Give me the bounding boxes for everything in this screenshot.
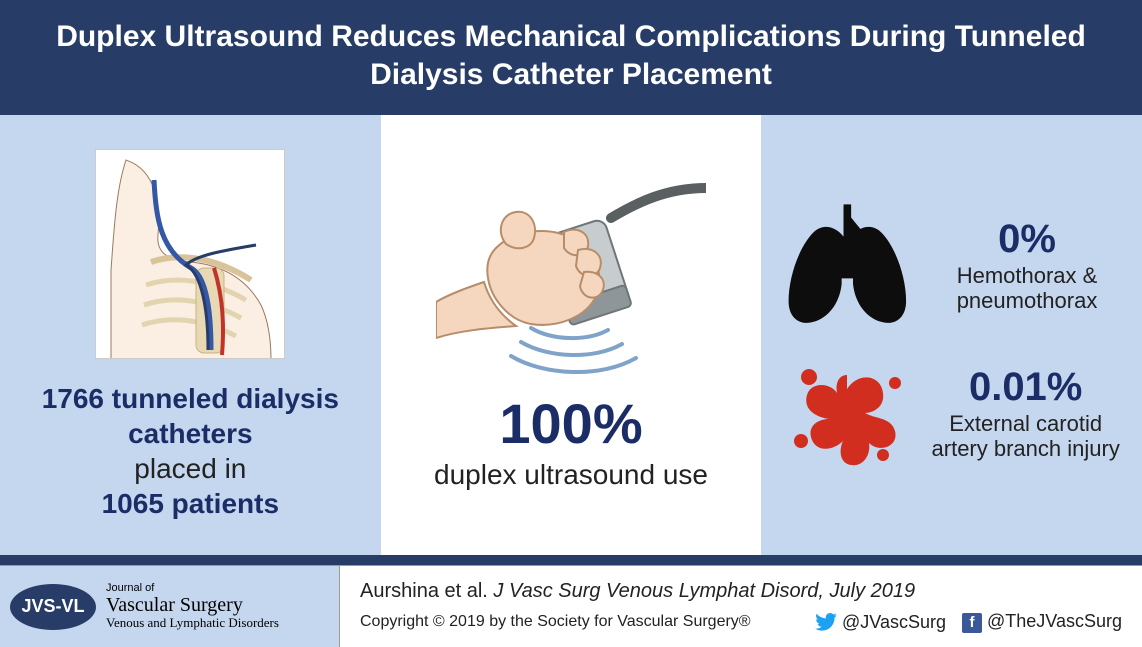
lungs-icon <box>781 201 914 331</box>
copyright-text: Copyright © 2019 by the Society for Vasc… <box>360 613 751 631</box>
stat2-percent: 0.01% <box>931 367 1121 407</box>
mid-percent: 100% <box>499 396 642 452</box>
twitter-text: @JVascSurg <box>842 612 946 632</box>
journal-name: Journal of Vascular Surgery Venous and L… <box>106 583 279 629</box>
stat1-label: Hemothorax & pneumothorax <box>932 263 1122 314</box>
facebook-text: @TheJVascSurg <box>987 611 1122 631</box>
twitter-icon <box>815 613 837 631</box>
mid-label: duplex ultrasound use <box>434 458 708 492</box>
journal-logo: JVS-VL Journal of Vascular Surgery Venou… <box>0 566 340 647</box>
footer: JVS-VL Journal of Vascular Surgery Venou… <box>0 565 1142 647</box>
outcome-row-2: 0.01% External carotid artery branch inj… <box>781 359 1122 469</box>
citation-journal: J Vasc Surg Venous Lymphat Disord, July … <box>493 580 915 602</box>
journal-line2: Vascular Surgery <box>106 595 279 616</box>
n-catheters: 1766 <box>42 383 104 414</box>
ultrasound-illustration <box>436 178 706 378</box>
journal-line3: Venous and Lymphatic Disorders <box>106 616 279 630</box>
stat2-label: External carotid artery branch injury <box>931 411 1121 462</box>
facebook-handle: f @TheJVascSurg <box>962 611 1122 633</box>
anatomy-illustration <box>95 149 285 359</box>
header-title: Duplex Ultrasound Reduces Mechanical Com… <box>0 0 1142 115</box>
citation: Aurshina et al. J Vasc Surg Venous Lymph… <box>360 580 1122 603</box>
cath-label: tunneled dialysis catheters <box>104 383 339 449</box>
footer-right: Aurshina et al. J Vasc Surg Venous Lymph… <box>340 572 1142 641</box>
panel-study-size: 1766 tunneled dialysis catheters placed … <box>0 115 381 555</box>
panels-row: 1766 tunneled dialysis catheters placed … <box>0 115 1142 555</box>
footer-divider <box>0 555 1142 565</box>
outcome-row-1: 0% Hemothorax & pneumothorax <box>781 201 1122 331</box>
facebook-icon: f <box>962 613 982 633</box>
n-patients: 1065 <box>102 488 164 519</box>
placed-in: placed in <box>134 453 246 484</box>
panel-outcomes: 0% Hemothorax & pneumothorax 0.01% Exter… <box>761 115 1142 555</box>
stat1-percent: 0% <box>932 219 1122 259</box>
citation-authors: Aurshina et al. <box>360 580 493 602</box>
blood-splat-icon <box>783 359 913 469</box>
jvsvl-badge: JVS-VL <box>10 584 96 630</box>
panel-ultrasound: 100% duplex ultrasound use <box>381 115 762 555</box>
left-caption: 1766 tunneled dialysis catheters placed … <box>20 381 361 521</box>
patients-word: patients <box>164 488 279 519</box>
twitter-handle: @JVascSurg <box>815 612 946 633</box>
social-handles: @JVascSurg f @TheJVascSurg <box>815 611 1122 633</box>
